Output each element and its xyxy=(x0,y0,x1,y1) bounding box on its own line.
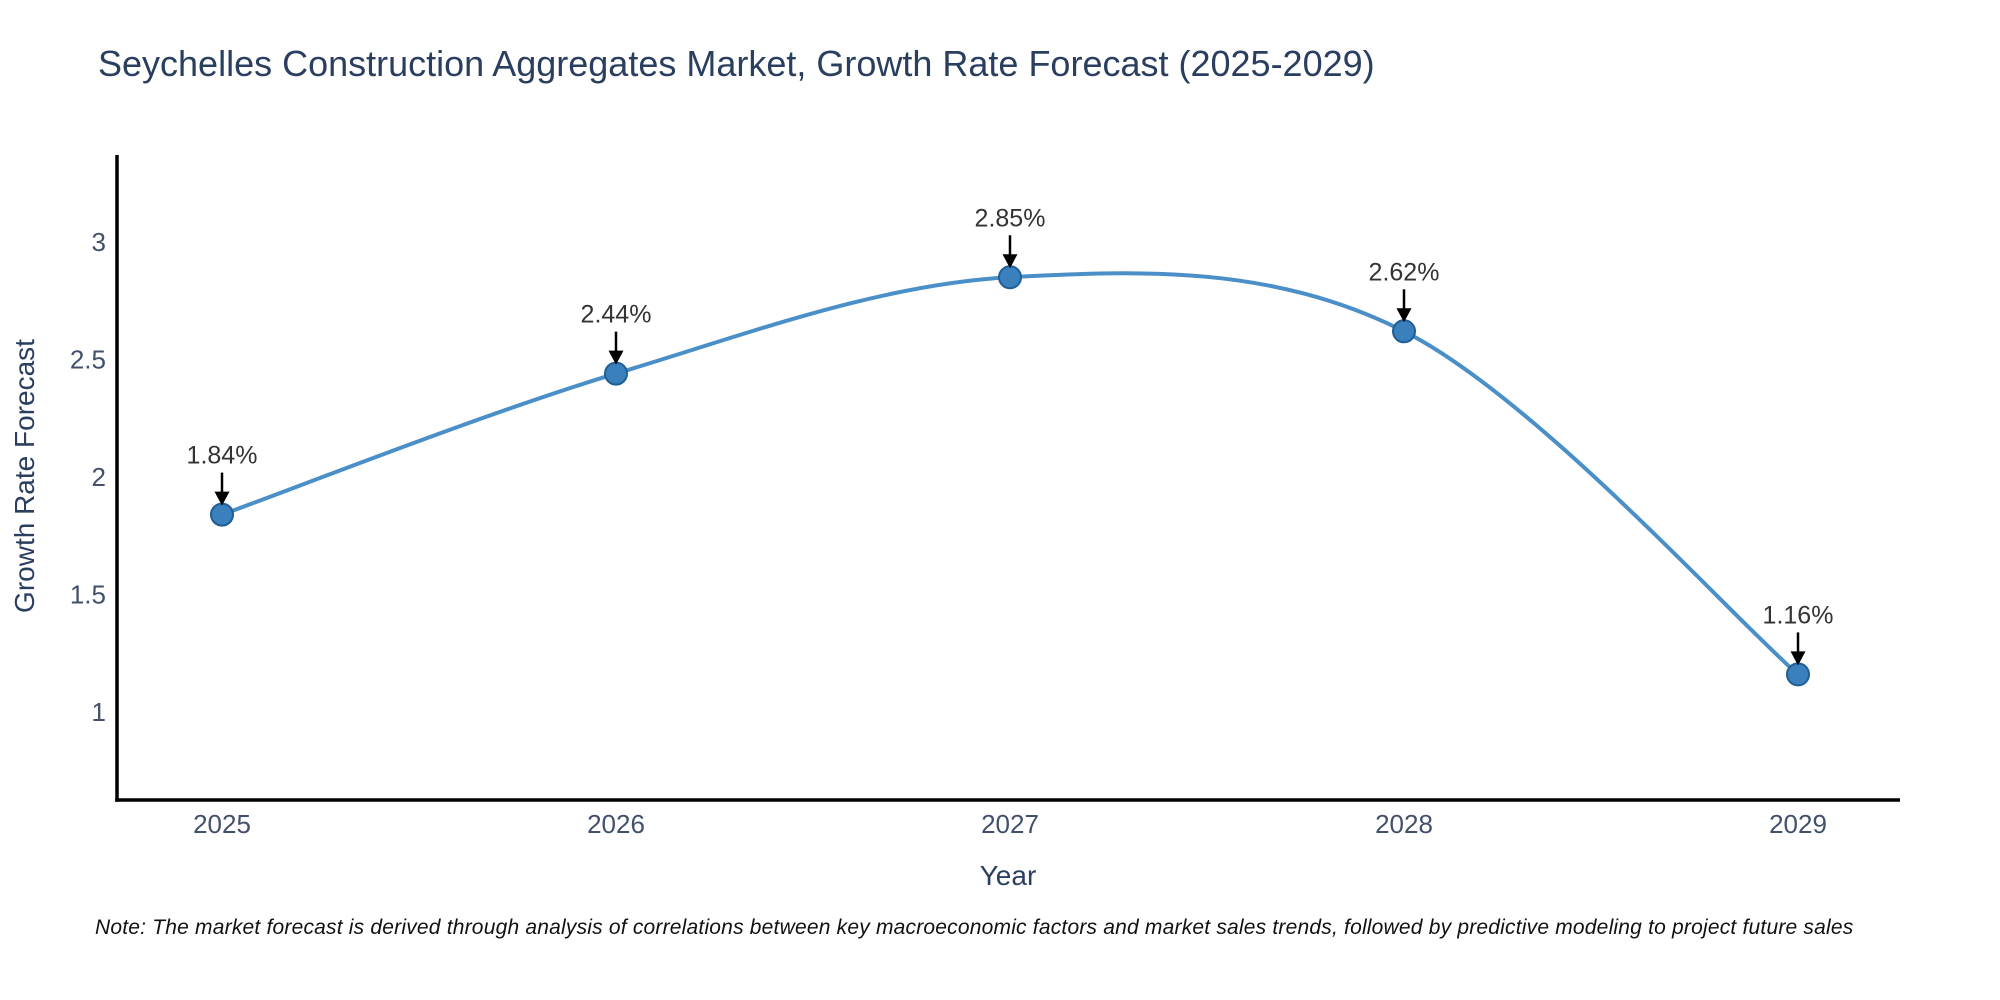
point-value-label: 2.44% xyxy=(581,301,652,329)
footnote-text: Note: The market forecast is derived thr… xyxy=(95,916,1854,939)
point-value-label: 1.16% xyxy=(1763,601,1834,629)
annotation-arrow-head xyxy=(608,350,624,365)
point-value-label: 2.85% xyxy=(975,204,1046,232)
x-tick-label: 2025 xyxy=(193,809,251,839)
point-value-label: 2.62% xyxy=(1369,258,1440,286)
data-point-marker xyxy=(1786,662,1810,687)
y-tick-label: 1 xyxy=(92,697,106,727)
annotation-arrow-head xyxy=(1002,254,1018,269)
x-tick-label: 2027 xyxy=(981,809,1039,839)
annotation-arrow-head xyxy=(214,491,230,506)
x-axis-label: Year xyxy=(979,860,1037,891)
x-tick-label: 2026 xyxy=(587,809,645,839)
x-tick-label: 2029 xyxy=(1769,809,1827,839)
chart-title: Seychelles Construction Aggregates Marke… xyxy=(98,43,1375,84)
annotation-arrow-head xyxy=(1396,308,1412,323)
data-point-marker xyxy=(998,265,1022,290)
data-point-marker xyxy=(604,361,628,386)
y-tick-label: 3 xyxy=(92,227,106,257)
forecast-line xyxy=(220,271,1800,677)
y-tick-label: 1.5 xyxy=(70,580,106,610)
y-tick-label: 2.5 xyxy=(70,345,106,375)
annotation-arrow-head xyxy=(1790,651,1806,666)
y-tick-label: 2 xyxy=(92,462,106,492)
point-value-label: 1.84% xyxy=(187,442,258,470)
data-point-marker xyxy=(1392,319,1416,344)
data-point-marker xyxy=(210,502,234,527)
x-tick-label: 2028 xyxy=(1375,809,1433,839)
